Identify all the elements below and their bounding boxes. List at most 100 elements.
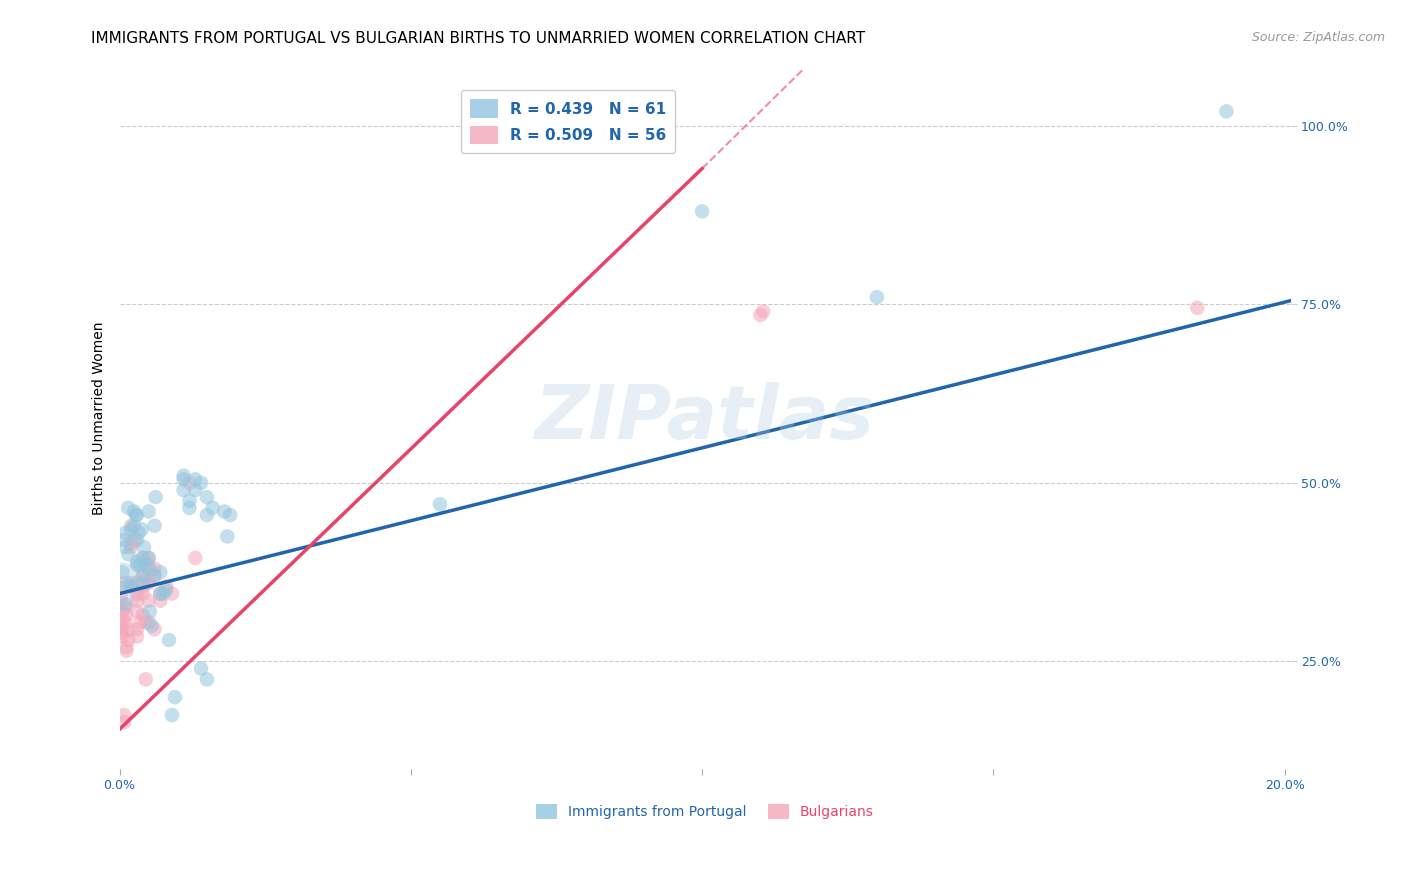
Point (117, 622, 139, 636)
Point (752, 304, 775, 318)
Point (120, 540, 142, 554)
Point (117, 633, 139, 648)
Point (157, 633, 180, 648)
Point (111, 626, 134, 640)
Text: Source: ZipAtlas.com: Source: ZipAtlas.com (1251, 31, 1385, 45)
Point (117, 500, 139, 515)
Point (139, 604, 162, 618)
Point (115, 640, 138, 655)
Point (143, 518, 166, 533)
Point (110, 579, 132, 593)
Point (145, 490, 167, 504)
Text: IMMIGRANTS FROM PORTUGAL VS BULGARIAN BIRTHS TO UNMARRIED WOMEN CORRELATION CHAR: IMMIGRANTS FROM PORTUGAL VS BULGARIAN BI… (91, 31, 866, 46)
Point (138, 593, 160, 607)
Point (217, 529, 239, 543)
Y-axis label: Births to Unmarried Women: Births to Unmarried Women (93, 322, 107, 516)
Point (111, 604, 134, 618)
Point (184, 550, 207, 565)
Point (111, 611, 134, 625)
Point (155, 582, 177, 597)
Point (155, 579, 177, 593)
Point (125, 630, 148, 644)
Point (190, 662, 212, 676)
Point (110, 618, 132, 632)
Point (201, 500, 224, 515)
Point (120, 579, 142, 593)
Point (749, 308, 772, 322)
Point (111, 630, 134, 644)
Text: ZIPatlas: ZIPatlas (536, 382, 875, 455)
Point (143, 561, 166, 575)
Point (120, 518, 142, 533)
Point (143, 568, 166, 582)
Point (149, 586, 172, 600)
Point (129, 615, 152, 629)
Point (429, 497, 451, 511)
Point (132, 579, 155, 593)
Point (132, 568, 155, 582)
Point (125, 554, 148, 568)
Point (110, 590, 132, 604)
Point (132, 568, 155, 582)
Point (214, 504, 236, 518)
Point (111, 622, 134, 636)
Point (114, 540, 136, 554)
Point (110, 597, 132, 611)
Point (866, 290, 889, 304)
Point (115, 607, 138, 622)
Point (190, 475, 212, 490)
Point (195, 673, 218, 687)
Point (125, 622, 148, 636)
Point (132, 540, 155, 554)
Point (120, 575, 142, 590)
Point (120, 536, 142, 550)
Point (132, 586, 155, 600)
Point (128, 525, 150, 540)
Point (173, 468, 195, 483)
Point (125, 558, 148, 572)
Point (179, 493, 201, 508)
Point (114, 575, 136, 590)
Point (120, 522, 142, 536)
Point (138, 561, 160, 575)
Point (122, 504, 145, 518)
Point (135, 558, 157, 572)
Point (125, 575, 148, 590)
Point (1215, 104, 1237, 119)
Point (138, 550, 160, 565)
Point (114, 600, 136, 615)
Point (195, 490, 218, 504)
Point (138, 572, 160, 586)
Point (184, 483, 207, 497)
Point (143, 568, 166, 582)
Point (149, 565, 172, 579)
Point (112, 715, 135, 730)
Point (173, 472, 195, 486)
Point (117, 547, 139, 561)
Point (184, 472, 207, 486)
Point (125, 508, 148, 522)
Point (120, 579, 142, 593)
Point (690, 204, 713, 219)
Point (152, 586, 174, 600)
Point (132, 550, 155, 565)
Point (112, 708, 135, 723)
Point (115, 644, 138, 658)
Point (179, 500, 201, 515)
Point (478, 112, 501, 126)
Point (122, 518, 145, 533)
Point (195, 508, 218, 522)
Point (132, 607, 155, 622)
Point (125, 508, 148, 522)
Point (125, 604, 148, 618)
Point (160, 708, 183, 723)
Point (111, 565, 134, 579)
Point (135, 673, 157, 687)
Point (149, 593, 172, 607)
Point (132, 575, 155, 590)
Point (125, 586, 148, 600)
Point (138, 615, 160, 629)
Point (138, 575, 160, 590)
Point (129, 558, 152, 572)
Point (114, 525, 136, 540)
